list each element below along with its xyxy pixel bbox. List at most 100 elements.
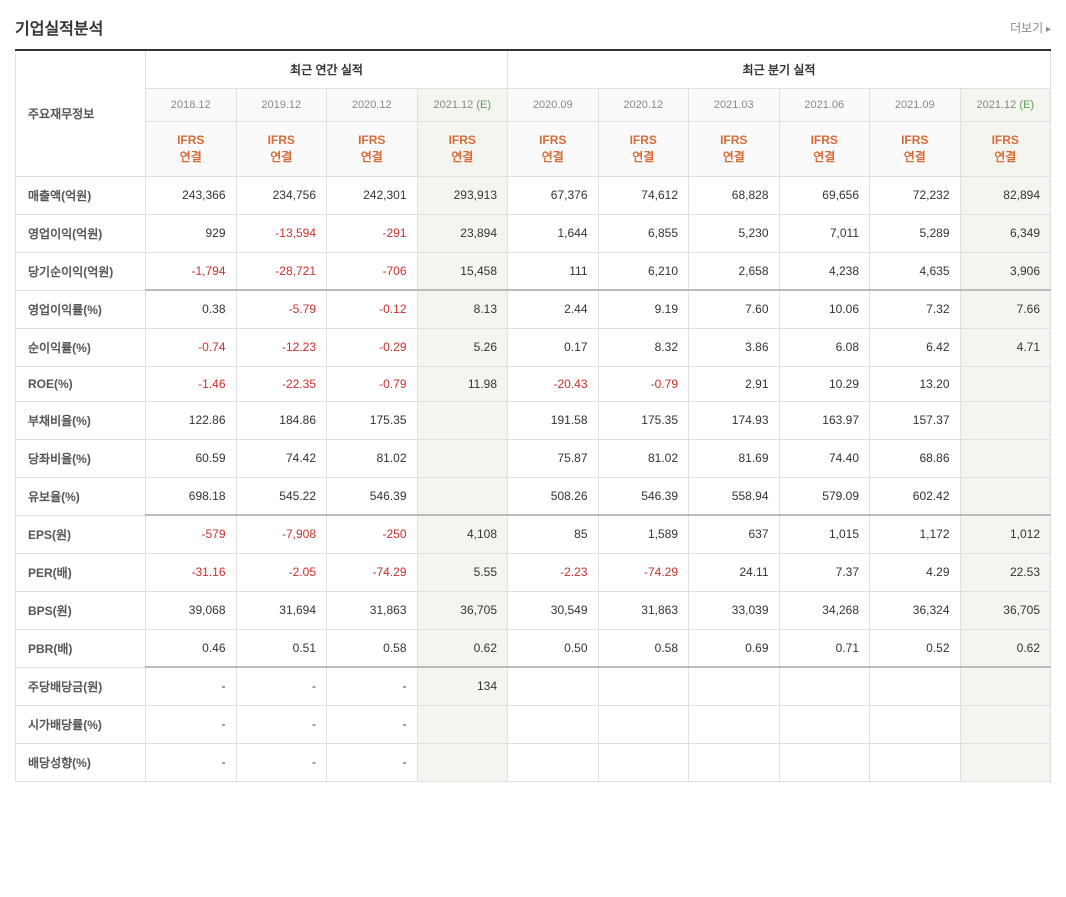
data-cell: 2.44 [508, 290, 599, 328]
table-row: 배당성향(%)--- [16, 743, 1051, 781]
data-cell: 74.40 [779, 439, 870, 477]
data-cell: 72,232 [870, 176, 961, 214]
data-cell: 6.42 [870, 328, 961, 366]
ifrs-cell: IFRS연결 [870, 122, 961, 177]
data-cell: 1,644 [508, 214, 599, 252]
row-label: 유보율(%) [16, 477, 146, 515]
data-cell: -706 [327, 252, 418, 290]
data-cell: 74,612 [598, 176, 689, 214]
period-cell: 2021.12 (E) [960, 89, 1051, 122]
data-cell: - [236, 667, 327, 705]
data-cell: 34,268 [779, 591, 870, 629]
data-cell: 7.37 [779, 553, 870, 591]
more-link[interactable]: 더보기 [1010, 19, 1051, 36]
data-cell: -0.79 [598, 366, 689, 401]
table-row: BPS(원)39,06831,69431,86336,70530,54931,8… [16, 591, 1051, 629]
data-cell: -2.23 [508, 553, 599, 591]
data-cell [598, 667, 689, 705]
period-row: 2018.122019.122020.122021.12 (E)2020.092… [16, 89, 1051, 122]
ifrs-cell: IFRS연결 [146, 122, 237, 177]
data-cell: 0.38 [146, 290, 237, 328]
data-cell: -2.05 [236, 553, 327, 591]
period-cell: 2020.12 [327, 89, 418, 122]
data-cell: 60.59 [146, 439, 237, 477]
annual-header: 최근 연간 실적 [146, 50, 508, 89]
data-cell: 184.86 [236, 401, 327, 439]
data-cell: 2,658 [689, 252, 780, 290]
period-cell: 2021.09 [870, 89, 961, 122]
data-cell: 0.62 [960, 629, 1051, 667]
data-cell: 0.71 [779, 629, 870, 667]
data-cell [689, 705, 780, 743]
data-cell: 6,855 [598, 214, 689, 252]
data-cell: 4,635 [870, 252, 961, 290]
data-cell: 234,756 [236, 176, 327, 214]
data-cell: 0.46 [146, 629, 237, 667]
data-cell [779, 667, 870, 705]
data-cell: -0.12 [327, 290, 418, 328]
data-cell: -12.23 [236, 328, 327, 366]
table-row: EPS(원)-579-7,908-2504,108851,5896371,015… [16, 515, 1051, 553]
data-cell: 36,705 [417, 591, 508, 629]
data-cell: 0.69 [689, 629, 780, 667]
row-label: BPS(원) [16, 591, 146, 629]
data-cell: 293,913 [417, 176, 508, 214]
data-cell: 243,366 [146, 176, 237, 214]
data-cell: 1,589 [598, 515, 689, 553]
data-cell [417, 743, 508, 781]
data-cell [689, 667, 780, 705]
data-cell: 9.19 [598, 290, 689, 328]
data-cell: 68,828 [689, 176, 780, 214]
table-row: 영업이익(억원)929-13,594-29123,8941,6446,8555,… [16, 214, 1051, 252]
table-row: 유보율(%)698.18545.22546.39508.26546.39558.… [16, 477, 1051, 515]
data-cell: 15,458 [417, 252, 508, 290]
data-cell: -5.79 [236, 290, 327, 328]
ifrs-cell: IFRS연결 [598, 122, 689, 177]
data-cell: 23,894 [417, 214, 508, 252]
row-label: 당기순이익(억원) [16, 252, 146, 290]
row-label: 영업이익률(%) [16, 290, 146, 328]
data-cell: 4,238 [779, 252, 870, 290]
data-cell: 929 [146, 214, 237, 252]
table-row: 순이익률(%)-0.74-12.23-0.295.260.178.323.866… [16, 328, 1051, 366]
data-cell: - [236, 743, 327, 781]
period-cell: 2021.12 (E) [417, 89, 508, 122]
data-cell: 1,015 [779, 515, 870, 553]
data-cell: 33,039 [689, 591, 780, 629]
quarterly-header: 최근 분기 실적 [508, 50, 1051, 89]
data-cell: 36,324 [870, 591, 961, 629]
data-cell: 698.18 [146, 477, 237, 515]
data-cell: 13.20 [870, 366, 961, 401]
data-cell: 85 [508, 515, 599, 553]
data-cell: 8.32 [598, 328, 689, 366]
data-cell: 7,011 [779, 214, 870, 252]
data-cell: 69,656 [779, 176, 870, 214]
data-cell: -7,908 [236, 515, 327, 553]
table-row: ROE(%)-1.46-22.35-0.7911.98-20.43-0.792.… [16, 366, 1051, 401]
data-cell [960, 401, 1051, 439]
row-label: ROE(%) [16, 366, 146, 401]
period-cell: 2018.12 [146, 89, 237, 122]
data-cell: 637 [689, 515, 780, 553]
data-cell: - [146, 705, 237, 743]
data-cell [960, 477, 1051, 515]
data-cell: 10.29 [779, 366, 870, 401]
data-cell [960, 366, 1051, 401]
data-cell: 39,068 [146, 591, 237, 629]
data-cell: - [327, 667, 418, 705]
data-cell: 6,349 [960, 214, 1051, 252]
data-cell: 81.02 [327, 439, 418, 477]
data-cell: 5.26 [417, 328, 508, 366]
ifrs-cell: IFRS연결 [417, 122, 508, 177]
row-header-label: 주요재무정보 [16, 50, 146, 176]
data-cell [598, 705, 689, 743]
data-cell [417, 705, 508, 743]
data-cell: 191.58 [508, 401, 599, 439]
data-cell: 602.42 [870, 477, 961, 515]
data-cell: 157.37 [870, 401, 961, 439]
data-cell: 0.17 [508, 328, 599, 366]
data-cell: 81.69 [689, 439, 780, 477]
data-cell: 8.13 [417, 290, 508, 328]
table-body: 매출액(억원)243,366234,756242,301293,91367,37… [16, 176, 1051, 781]
data-cell: 6.08 [779, 328, 870, 366]
